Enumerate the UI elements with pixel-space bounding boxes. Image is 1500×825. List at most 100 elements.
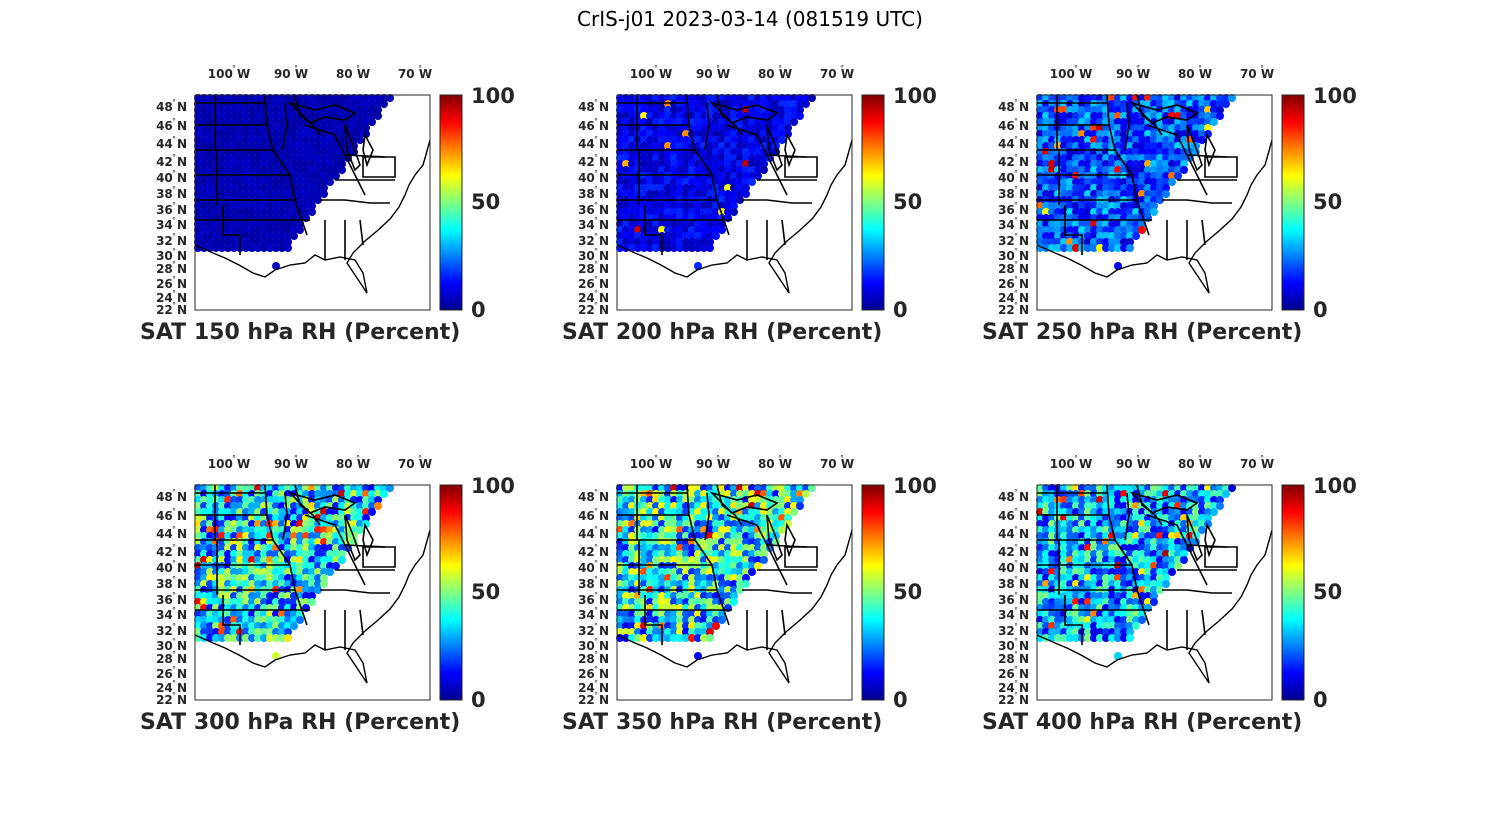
degree-symbol: ° bbox=[172, 301, 176, 310]
lat-tick-label: 36 N bbox=[998, 593, 1029, 607]
colorbar-tick-label: 50 bbox=[471, 580, 500, 604]
degree-symbol: ° bbox=[1260, 454, 1264, 463]
degree-symbol: ° bbox=[594, 247, 598, 256]
coastline bbox=[616, 529, 853, 684]
degree-symbol: ° bbox=[1014, 665, 1018, 674]
degree-symbol: ° bbox=[594, 507, 598, 516]
lat-tick-label: 30 N bbox=[156, 249, 187, 263]
degree-symbol: ° bbox=[1074, 64, 1078, 73]
lat-tick-label: 24 N bbox=[578, 681, 609, 695]
lat-tick-label: 38 N bbox=[998, 187, 1029, 201]
degree-symbol: ° bbox=[594, 289, 598, 298]
colorbar-tick-label: 0 bbox=[1313, 298, 1328, 322]
degree-symbol: ° bbox=[594, 216, 598, 225]
degree-symbol: ° bbox=[172, 185, 176, 194]
colorbar-tick-label: 50 bbox=[1313, 190, 1342, 214]
degree-symbol: ° bbox=[1014, 275, 1018, 284]
lat-tick-label: 28 N bbox=[998, 652, 1029, 666]
degree-symbol: ° bbox=[172, 260, 176, 269]
degree-symbol: ° bbox=[418, 64, 422, 73]
colorbar bbox=[861, 94, 885, 311]
lon-tick-label: 70 W bbox=[1240, 67, 1274, 81]
degree-symbol: ° bbox=[594, 691, 598, 700]
lat-tick-label: 36 N bbox=[578, 593, 609, 607]
degree-symbol: ° bbox=[1014, 543, 1018, 552]
colorbar-tick-label: 0 bbox=[471, 298, 486, 322]
panel-caption: SAT 200 hPa RH (Percent) bbox=[562, 320, 883, 345]
lat-tick-label: 34 N bbox=[156, 218, 187, 232]
degree-symbol: ° bbox=[594, 650, 598, 659]
degree-symbol: ° bbox=[594, 98, 598, 107]
degree-symbol: ° bbox=[594, 591, 598, 600]
degree-symbol: ° bbox=[594, 543, 598, 552]
panel-caption: SAT 250 hPa RH (Percent) bbox=[982, 320, 1303, 345]
state-boundaries bbox=[617, 484, 818, 650]
lat-tick-label: 34 N bbox=[156, 608, 187, 622]
lat-tick-label: 46 N bbox=[156, 119, 187, 133]
lat-tick-label: 46 N bbox=[156, 509, 187, 523]
degree-symbol: ° bbox=[356, 454, 360, 463]
lat-tick-label: 30 N bbox=[156, 639, 187, 653]
degree-symbol: ° bbox=[1014, 201, 1018, 210]
degree-symbol: ° bbox=[172, 98, 176, 107]
degree-symbol: ° bbox=[1014, 488, 1018, 497]
degree-symbol: ° bbox=[172, 679, 176, 688]
degree-symbol: ° bbox=[172, 247, 176, 256]
degree-symbol: ° bbox=[1014, 622, 1018, 631]
lat-tick-label: 26 N bbox=[578, 667, 609, 681]
swath-dots bbox=[1036, 484, 1236, 660]
coastline bbox=[194, 529, 431, 684]
lat-tick-label: 42 N bbox=[156, 155, 187, 169]
degree-symbol: ° bbox=[172, 591, 176, 600]
degree-symbol: ° bbox=[1014, 260, 1018, 269]
lat-tick-label: 48 N bbox=[156, 490, 187, 504]
degree-symbol: ° bbox=[778, 64, 782, 73]
state-boundaries bbox=[1037, 94, 1238, 260]
degree-symbol: ° bbox=[594, 665, 598, 674]
lon-tick-label: 100 W bbox=[630, 67, 672, 81]
lat-tick-label: 24 N bbox=[998, 291, 1029, 305]
lat-tick-label: 28 N bbox=[578, 262, 609, 276]
lon-tick-label: 90 W bbox=[274, 457, 308, 471]
degree-symbol: ° bbox=[1260, 64, 1264, 73]
coastline bbox=[1036, 529, 1273, 684]
lon-tick-label: 90 W bbox=[274, 67, 308, 81]
degree-symbol: ° bbox=[232, 454, 236, 463]
degree-symbol: ° bbox=[1136, 64, 1140, 73]
degree-symbol: ° bbox=[172, 201, 176, 210]
degree-symbol: ° bbox=[594, 260, 598, 269]
degree-symbol: ° bbox=[594, 169, 598, 178]
colorbar-tick-label: 100 bbox=[1313, 84, 1357, 108]
degree-symbol: ° bbox=[1014, 169, 1018, 178]
lon-tick-label: 90 W bbox=[1116, 67, 1150, 81]
degree-symbol: ° bbox=[594, 559, 598, 568]
degree-symbol: ° bbox=[594, 232, 598, 241]
degree-symbol: ° bbox=[594, 201, 598, 210]
lat-tick-label: 44 N bbox=[578, 137, 609, 151]
lat-tick-label: 44 N bbox=[998, 137, 1029, 151]
colorbar bbox=[861, 484, 885, 701]
degree-symbol: ° bbox=[172, 232, 176, 241]
degree-symbol: ° bbox=[840, 454, 844, 463]
degree-symbol: ° bbox=[172, 622, 176, 631]
degree-symbol: ° bbox=[172, 507, 176, 516]
colorbar-tick-label: 0 bbox=[471, 688, 486, 712]
lat-tick-label: 40 N bbox=[578, 561, 609, 575]
degree-symbol: ° bbox=[172, 135, 176, 144]
lon-tick-label: 70 W bbox=[1240, 457, 1274, 471]
degree-symbol: ° bbox=[594, 117, 598, 126]
degree-symbol: ° bbox=[594, 275, 598, 284]
lat-tick-label: 28 N bbox=[156, 262, 187, 276]
lat-tick-label: 40 N bbox=[998, 171, 1029, 185]
lat-tick-label: 22 N bbox=[998, 693, 1029, 707]
colorbar-tick-label: 0 bbox=[1313, 688, 1328, 712]
lat-tick-label: 46 N bbox=[998, 119, 1029, 133]
lat-tick-label: 44 N bbox=[156, 527, 187, 541]
panel-caption: SAT 300 hPa RH (Percent) bbox=[140, 710, 461, 735]
degree-symbol: ° bbox=[1014, 559, 1018, 568]
degree-symbol: ° bbox=[1014, 247, 1018, 256]
lat-tick-label: 22 N bbox=[156, 303, 187, 317]
degree-symbol: ° bbox=[172, 216, 176, 225]
